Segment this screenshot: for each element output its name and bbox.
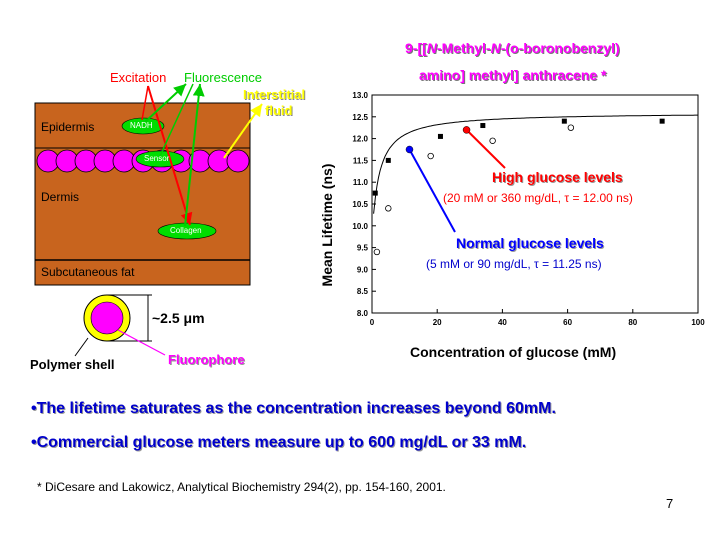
data-point-circle — [427, 152, 434, 160]
fluorophore-label: Fluorophore — [168, 352, 245, 367]
subcutaneous-label: Subcutaneous fat — [41, 265, 135, 279]
interstitial-label: Interstitial — [243, 87, 306, 102]
fluorescence-arrow-1 — [144, 83, 187, 123]
data-point-square — [561, 118, 567, 124]
y-tick-label: 10.5 — [352, 200, 368, 209]
y-tick-label: 10.0 — [352, 222, 368, 231]
normal-highlight-point — [405, 145, 414, 154]
lifetime-chart: 0 20 40 60 80 100 8.0 8.5 9.0 9.5 10.0 10.5 11.0 11.5… — [352, 91, 705, 327]
y-tick-label: 12.0 — [352, 135, 368, 144]
y-tick-label: 11.5 — [353, 156, 369, 165]
data-point-circle — [373, 248, 381, 256]
skin-diagram — [34, 83, 263, 357]
normal-pointer-line — [408, 149, 456, 233]
data-point-circle — [567, 124, 575, 131]
x-tick-label: 0 — [370, 318, 375, 327]
epidermis-label: Epidermis — [41, 120, 95, 134]
y-tick-label: 8.5 — [357, 287, 369, 296]
x-tick-label: 60 — [563, 318, 572, 327]
y-tick-label: 8.0 — [357, 309, 369, 318]
x-tick-label: 80 — [628, 318, 637, 327]
x-tick-label: 20 — [433, 318, 442, 327]
data-point-square — [480, 123, 486, 129]
normal-glucose-detail: (5 mM or 90 mg/dL, τ = 11.25 ns) — [426, 257, 602, 271]
nadh-label: NADH — [130, 121, 153, 130]
sensor-label: Sensor — [144, 154, 170, 163]
excitation-arrow — [147, 85, 193, 226]
fit-curve — [373, 114, 698, 214]
sensor-bead — [226, 149, 250, 173]
y-tick-label: 11.0 — [353, 178, 369, 187]
high-glucose-title: High glucose levels — [492, 169, 623, 185]
bullet-1: •The lifetime saturates as the concentra… — [31, 400, 556, 417]
data-point-square — [437, 133, 443, 139]
page-number: 7 — [666, 496, 674, 511]
size-label: ~2.5 μm — [152, 310, 205, 326]
x-axis-label: Concentration of glucose (mM) — [410, 344, 617, 360]
y-tick-label: 9.5 — [357, 244, 369, 253]
interstitial-label-2: fluid — [265, 103, 293, 118]
bullet-2: •Commercial glucose meters measure up to… — [31, 434, 527, 451]
y-axis-label: Mean Lifetime (ns) — [319, 163, 335, 287]
y-tick-label: 9.0 — [357, 265, 369, 274]
fluorescence-label: Fluorescence — [184, 70, 263, 85]
x-tick-label: 100 — [691, 318, 705, 327]
data-point-square — [372, 190, 378, 196]
high-pointer-line — [465, 129, 506, 169]
interstitial-arrow — [223, 103, 263, 159]
fluorophore-core — [90, 301, 124, 335]
chart-title-line-2: amino] methyl] anthracene * — [419, 67, 607, 83]
x-tick-label: 40 — [498, 318, 507, 327]
dermis-label: Dermis — [41, 190, 79, 204]
y-tick-label: 13.0 — [352, 91, 368, 100]
high-highlight-point — [462, 126, 471, 134]
chart-title-line-1: 9-[[N-Methyl-N-(o-boronobenzyl) — [405, 40, 620, 56]
high-glucose-detail: (20 mM or 360 mg/dL, τ = 12.00 ns) — [443, 191, 633, 205]
polymer-shell-label: Polymer shell — [30, 357, 115, 372]
excitation-label: Excitation — [110, 70, 167, 85]
collagen-label: Collagen — [170, 226, 202, 235]
data-point-circle — [385, 205, 392, 212]
data-point-circle — [489, 137, 496, 144]
citation: * DiCesare and Lakowicz, Analytical Bioc… — [37, 480, 446, 494]
normal-glucose-title: Normal glucose levels — [456, 235, 604, 251]
y-tick-label: 12.5 — [352, 113, 368, 122]
fluorescence-arrow-2 — [184, 83, 205, 227]
data-point-square — [659, 118, 665, 124]
data-point-square — [385, 157, 391, 163]
